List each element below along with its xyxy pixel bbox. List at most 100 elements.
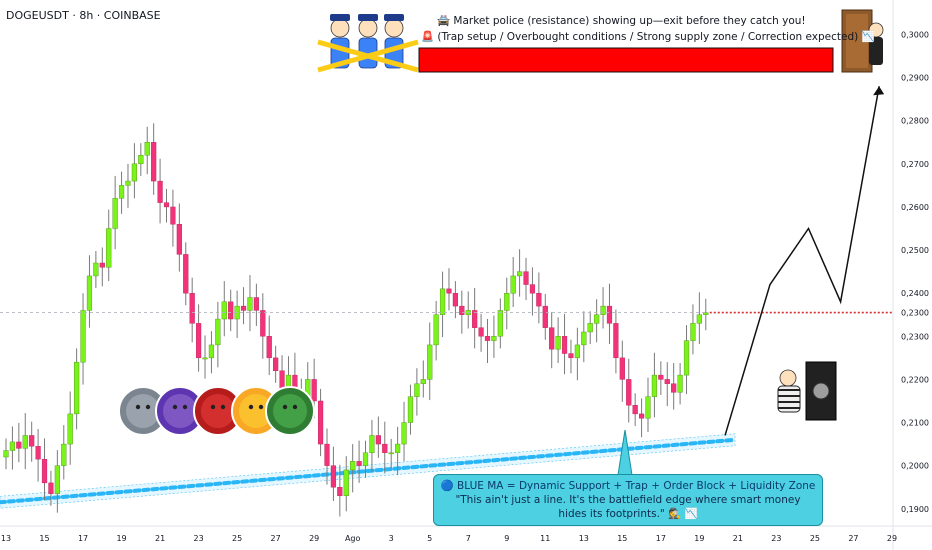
police-cap-icon [358, 14, 378, 21]
coin-logo-face-icon [163, 394, 197, 428]
y-tick-label: 0,2000 [901, 462, 929, 471]
candle-body [9, 441, 16, 451]
coin-logo-face-icon [239, 394, 273, 428]
candle-body [343, 469, 349, 497]
y-tick-label: 0,2500 [901, 246, 929, 255]
candle-body [80, 310, 86, 363]
candle-body [48, 482, 54, 494]
candle-body [600, 305, 606, 315]
exit-runner-body-icon [869, 37, 883, 65]
candle-body [324, 443, 330, 466]
projection-path [724, 86, 880, 436]
candle-body [195, 323, 202, 359]
candle-body [202, 357, 208, 360]
candle-body [266, 336, 272, 359]
coin-logo-eye-icon [282, 404, 288, 410]
current-price-label: 0,2300 [901, 309, 929, 318]
candle-body [3, 450, 9, 458]
x-tick-label: 29 [887, 534, 897, 543]
candle-body [568, 353, 574, 359]
callout-line2: "This ain't just a line. It's the battle… [455, 494, 801, 520]
candle-body [613, 323, 619, 359]
x-tick-label: 5 [427, 534, 432, 543]
x-tick-label: 19 [116, 534, 126, 543]
candle-body [382, 443, 388, 453]
coin-logo-eye-icon [172, 404, 178, 410]
candle-body [228, 301, 234, 320]
y-tick-label: 0,2100 [901, 419, 929, 428]
candle-body [497, 310, 503, 337]
candle-body [658, 374, 664, 380]
x-tick-label: 27 [848, 534, 858, 543]
candle-body [671, 383, 677, 393]
candle-body [626, 379, 632, 406]
safe-dial-icon [812, 382, 830, 400]
candle-body [388, 452, 394, 455]
projection-arrowhead [873, 86, 885, 96]
candle-body [86, 275, 93, 311]
police-cap-icon [384, 14, 404, 21]
x-tick-label: 9 [504, 534, 509, 543]
x-tick-label: 19 [694, 534, 704, 543]
candle-body [651, 374, 658, 397]
y-tick-label: 0,1900 [901, 505, 929, 514]
y-tick-label: 0,2600 [901, 203, 929, 212]
candle-body [581, 331, 587, 346]
x-tick-label: Ago [345, 534, 361, 543]
y-tick-label: 0,2300 [901, 332, 929, 341]
candle-body [208, 344, 215, 359]
candle-body [645, 396, 651, 419]
x-tick-label: 23 [771, 534, 781, 543]
candle-body [517, 271, 523, 277]
candle-body [311, 379, 317, 402]
x-tick-label: 21 [155, 534, 165, 543]
coin-logo-eye-icon [145, 404, 151, 410]
x-tick-label: 7 [466, 534, 471, 543]
candle-body [138, 155, 144, 165]
candle-body [22, 435, 28, 449]
candle-body [414, 383, 420, 397]
x-tick-label: 15 [39, 534, 49, 543]
y-tick-label: 0,2200 [901, 375, 929, 384]
callout-line1: 🔵 BLUE MA = Dynamic Support + Trap + Ord… [440, 480, 816, 492]
x-tick-label: 27 [271, 534, 281, 543]
candle-body [279, 370, 285, 389]
candle-body [632, 405, 638, 415]
coin-logo-face-icon [126, 394, 160, 428]
x-tick-label: 15 [617, 534, 627, 543]
candle-body [407, 396, 414, 423]
candle-body [523, 271, 529, 285]
x-tick-label: 13 [579, 534, 589, 543]
thief-body-icon [777, 385, 801, 413]
candle-body [491, 336, 497, 341]
police-head-icon [384, 18, 404, 38]
candle-body [170, 206, 176, 225]
candle-body [67, 413, 73, 445]
candle-body [99, 262, 105, 268]
candle-body [472, 310, 478, 328]
x-tick-label: 25 [232, 534, 242, 543]
x-tick-label: 11 [540, 534, 550, 543]
y-tick-label: 0,2800 [901, 117, 929, 126]
candle-body [664, 379, 670, 384]
coin-logo-eye-icon [210, 404, 216, 410]
candle-body [247, 297, 253, 311]
candle-body [439, 288, 446, 315]
candle-body [369, 435, 375, 453]
police-head-icon [358, 18, 378, 38]
candle-body [401, 422, 407, 445]
candle-body [125, 180, 131, 186]
coin-logo-eye-icon [182, 404, 188, 410]
candle-body [536, 292, 542, 307]
candle-body [183, 254, 189, 294]
candle-body [61, 443, 67, 466]
candle-body [529, 284, 536, 294]
x-tick-label: 13 [1, 534, 11, 543]
y-tick-label: 0,2700 [901, 160, 929, 169]
candle-body [330, 465, 337, 488]
candle-body [350, 461, 356, 471]
candle-body [151, 142, 157, 182]
x-tick-label: 23 [194, 534, 204, 543]
